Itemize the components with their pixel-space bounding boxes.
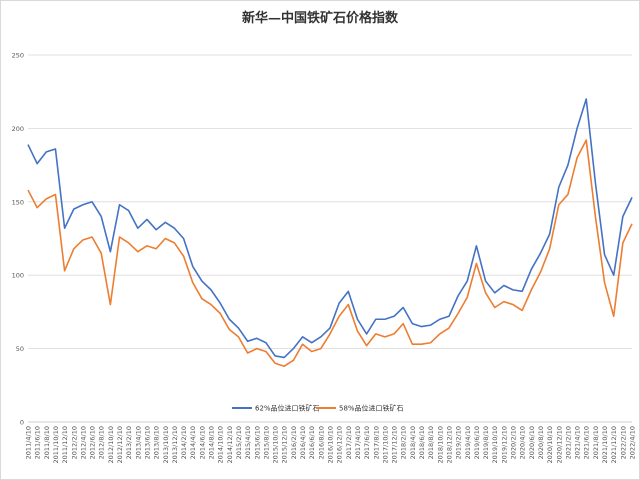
chart-title: 新华—中国铁矿石价格指数: [242, 10, 399, 26]
x-tick-label: 2020/4/10: [519, 426, 527, 459]
series-line-s62: [27, 98, 633, 359]
x-tick-label: 2015/8/10: [262, 426, 270, 459]
x-tick-label: 2014/10/10: [217, 426, 225, 463]
x-tick-label: 2012/8/10: [98, 426, 106, 459]
x-tick-label: 2017/10/10: [381, 426, 389, 463]
x-tick-label: 2017/6/10: [363, 426, 371, 459]
x-tick-label: 2015/6/10: [253, 426, 261, 459]
x-tick-label: 2017/8/10: [372, 426, 380, 459]
x-tick-label: 2018/10/10: [436, 426, 444, 463]
x-tick-label: 2013/8/10: [153, 426, 161, 459]
x-tick-label: 2011/4/10: [25, 426, 33, 459]
y-tick-label: 150: [12, 198, 24, 206]
x-tick-label: 2019/12/10: [500, 426, 508, 463]
x-tick-label: 2014/12/10: [226, 426, 234, 463]
y-axis-ticks: 0 50 100 150 200 250: [12, 52, 24, 427]
x-tick-label: 2018/12/10: [445, 426, 453, 463]
legend-label-62: 62%品位进口铁矿石: [255, 404, 320, 413]
x-tick-label: 2019/2/10: [455, 426, 463, 459]
legend-label-58: 58%品位进口铁矿石: [339, 404, 404, 413]
x-tick-label: 2021/4/10: [574, 426, 582, 459]
x-tick-label: 2015/10/10: [272, 426, 280, 463]
x-tick-label: 2014/6/10: [198, 426, 206, 459]
x-tick-label: 2019/6/10: [473, 426, 481, 459]
x-tick-label: 2012/4/10: [79, 426, 87, 459]
x-tick-label: 2020/6/10: [528, 426, 536, 459]
x-tick-label: 2014/4/10: [189, 426, 197, 459]
x-tick-label: 2016/8/10: [317, 426, 325, 459]
x-tick-label: 2022/2/10: [619, 426, 627, 459]
x-tick-label: 2012/2/10: [70, 426, 78, 459]
x-tick-label: 2016/2/10: [290, 426, 298, 459]
x-tick-label: 2016/12/10: [336, 426, 344, 463]
x-tick-label: 2021/8/10: [592, 426, 600, 459]
x-tick-label: 2013/12/10: [171, 426, 179, 463]
x-tick-label: 2012/12/10: [116, 426, 124, 463]
x-tick-label: 2015/2/10: [235, 426, 243, 459]
x-tick-label: 2020/2/10: [510, 426, 518, 459]
x-tick-label: 2016/4/10: [299, 426, 307, 459]
x-tick-label: 2017/2/10: [345, 426, 353, 459]
x-tick-label: 2021/2/10: [564, 426, 572, 459]
x-axis-ticks: 2011/4/10 2011/6/10 2011/8/10 2011/10/10 201…: [25, 426, 637, 463]
x-tick-label: 2017/12/10: [391, 426, 399, 463]
x-tick-label: 2019/10/10: [491, 426, 499, 463]
x-tick-label: 2011/10/10: [52, 426, 60, 463]
x-tick-label: 2014/8/10: [208, 426, 216, 459]
x-tick-label: 2020/12/10: [555, 426, 563, 463]
x-tick-label: 2016/10/10: [327, 426, 335, 463]
gridlines: [28, 54, 632, 423]
x-tick-label: 2022/4/10: [629, 426, 637, 459]
x-tick-label: 2017/4/10: [354, 426, 362, 459]
x-tick-label: 2015/12/10: [281, 426, 289, 463]
x-tick-label: 2020/8/10: [537, 426, 545, 459]
y-tick-label: 200: [12, 125, 24, 133]
series-line-s58: [27, 139, 633, 368]
x-tick-label: 2021/10/10: [601, 426, 609, 463]
x-tick-label: 2015/4/10: [244, 426, 252, 459]
x-tick-label: 2018/4/10: [409, 426, 417, 459]
y-tick-label: 50: [16, 345, 24, 353]
x-tick-label: 2012/6/10: [89, 426, 97, 459]
x-tick-label: 2018/6/10: [418, 426, 426, 459]
x-tick-label: 2012/10/10: [107, 426, 115, 463]
x-tick-label: 2020/10/10: [546, 426, 554, 463]
x-tick-label: 2019/4/10: [464, 426, 472, 459]
y-tick-label: 0: [20, 419, 24, 427]
x-tick-label: 2011/6/10: [34, 426, 42, 459]
x-tick-label: 2016/6/10: [308, 426, 316, 459]
y-tick-label: 100: [12, 272, 24, 280]
series-lines: [27, 98, 633, 368]
x-tick-label: 2019/8/10: [482, 426, 490, 459]
x-tick-label: 2013/2/10: [125, 426, 133, 459]
x-tick-label: 2011/12/10: [61, 426, 69, 463]
x-tick-label: 2013/10/10: [162, 426, 170, 463]
x-tick-label: 2011/8/10: [43, 426, 51, 459]
x-tick-label: 2014/2/10: [180, 426, 188, 459]
x-tick-label: 2018/2/10: [400, 426, 408, 459]
x-tick-label: 2013/4/10: [134, 426, 142, 459]
y-tick-label: 250: [12, 52, 24, 60]
x-tick-label: 2021/12/10: [610, 426, 618, 463]
legend: 62%品位进口铁矿石 58%品位进口铁矿石: [232, 404, 404, 413]
x-tick-label: 2013/6/10: [143, 426, 151, 459]
x-tick-label: 2021/6/10: [583, 426, 591, 459]
x-tick-label: 2018/8/10: [427, 426, 435, 459]
